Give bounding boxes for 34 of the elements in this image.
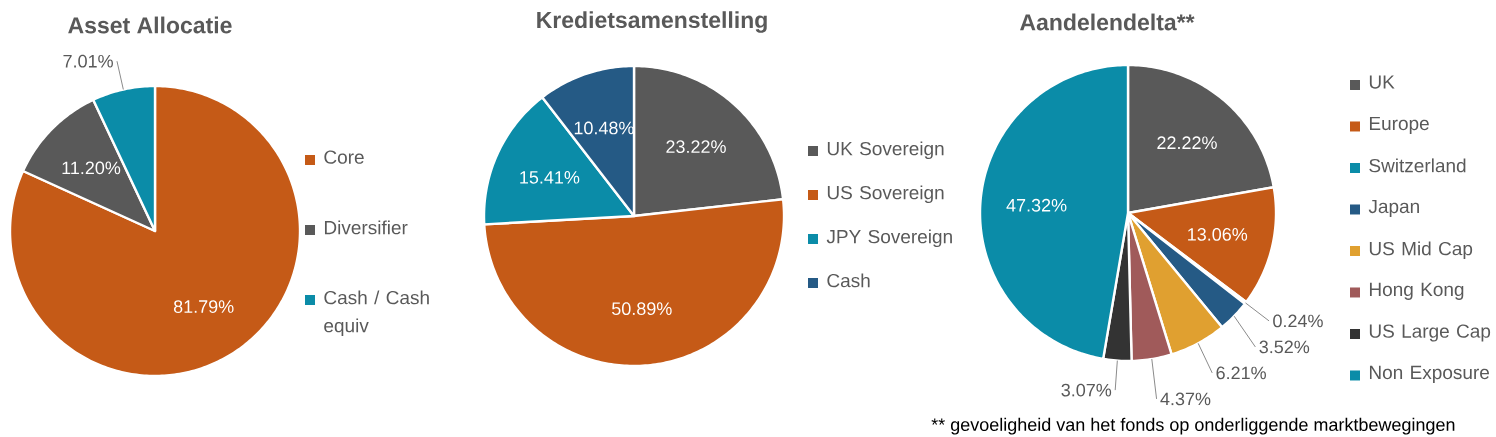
legend-label: UK bbox=[1369, 75, 1395, 89]
legend-label: Cash / Cash equiv bbox=[324, 290, 429, 337]
data-label: 23.22% bbox=[666, 140, 726, 154]
data-label: 7.01% bbox=[63, 54, 113, 68]
chart-title: Aandelendelta** bbox=[1020, 13, 1195, 31]
data-label: 15.41% bbox=[520, 171, 580, 184]
data-label: 0.24% bbox=[1273, 314, 1323, 328]
legend-label: JPY Sovereign bbox=[826, 229, 952, 248]
data-label: 3.52% bbox=[1259, 340, 1310, 354]
data-label: 4.37% bbox=[1160, 392, 1211, 406]
data-label: 13.06% bbox=[1188, 228, 1248, 241]
legend-label: Hong Kong bbox=[1369, 282, 1464, 300]
data-label: 11.20% bbox=[62, 161, 121, 175]
legend-label: Cash bbox=[827, 273, 870, 288]
data-label: 10.48% bbox=[574, 121, 634, 135]
legend-label: Non Exposure bbox=[1369, 365, 1489, 383]
legend-label: UK Sovereign bbox=[827, 141, 944, 160]
data-label: 3.07% bbox=[1061, 383, 1112, 397]
data-label: 6.21% bbox=[1216, 366, 1266, 380]
data-label: 22.22% bbox=[1157, 136, 1217, 150]
legend-label: Switzerland bbox=[1369, 158, 1466, 173]
chart-title: Asset Allocatie bbox=[68, 16, 232, 34]
data-label: 50.89% bbox=[612, 302, 672, 316]
legend-label: US Large Cap bbox=[1369, 324, 1491, 342]
legend-label: US Sovereign bbox=[827, 185, 944, 204]
legend-label: Japan bbox=[1368, 199, 1419, 217]
legend-label: US Mid Cap bbox=[1369, 241, 1473, 260]
legend-label: Core bbox=[324, 150, 364, 164]
legend-label: Diversifier bbox=[324, 220, 408, 235]
data-label: 81.79% bbox=[173, 300, 234, 313]
legend-label: Europe bbox=[1369, 116, 1429, 134]
data-label: 47.32% bbox=[1006, 198, 1067, 212]
chart-title: Kredietsamenstelling bbox=[537, 11, 767, 33]
text: ** gevoeligheid van het fonds op onderliggende marktbewegingen bbox=[931, 417, 1455, 435]
